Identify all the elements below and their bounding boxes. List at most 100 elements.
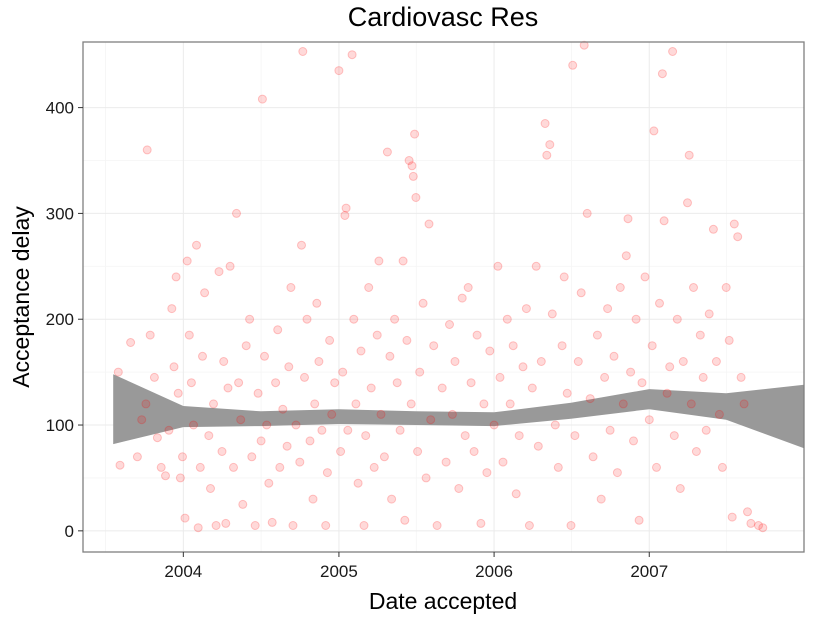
data-point [733,232,743,242]
data-point [450,357,460,366]
data-point [407,161,417,171]
data-point [662,388,672,398]
data-point [655,298,664,308]
data-point [524,521,534,530]
data-point [413,447,423,456]
data-point [498,457,508,467]
data-point [531,261,541,271]
data-point [209,399,218,409]
grid-layer [83,42,804,552]
data-point [193,523,203,533]
x-tick-label: 2005 [320,562,358,581]
data-point [161,471,170,481]
data-point [349,314,359,324]
data-point [678,357,688,366]
data-point [390,314,400,324]
data-point [234,378,244,388]
data-point [634,515,644,525]
data-point [353,478,363,488]
data-point [479,399,489,409]
data-point [361,431,371,441]
data-point [284,362,294,372]
data-point [545,140,555,150]
data-point [621,251,631,261]
chart-title: Cardiovasc Res [348,2,539,32]
data-point [184,330,194,340]
data-point [314,357,324,366]
data-point [482,468,492,478]
data-point [271,378,281,388]
data-point [508,341,518,351]
data-point [223,383,233,393]
data-point [278,404,288,414]
data-point [343,425,353,435]
data-point [421,473,431,483]
data-point [418,298,428,308]
data-point [585,394,595,404]
data-point [600,372,610,382]
data-point [341,203,351,213]
data-point [321,521,331,530]
data-point [457,293,467,303]
data-point [612,468,622,478]
data-point [542,150,552,160]
data-point [411,193,421,202]
data-point [330,378,340,388]
data-point [302,314,312,324]
data-point [164,425,174,435]
data-point [724,335,734,345]
data-point [295,457,305,467]
data-point [489,420,499,430]
data-point [169,362,179,372]
data-point [596,494,606,504]
data-point [175,473,185,483]
data-point [402,335,412,345]
data-point [214,267,224,277]
data-point [463,283,473,292]
data-point [229,462,238,472]
data-point [623,214,633,224]
data-point [570,431,580,441]
data-point [424,219,434,229]
data-point [382,147,392,157]
data-point [376,409,386,419]
data-point [432,521,442,530]
data-point [649,126,659,136]
data-point [253,388,263,398]
data-point [322,468,332,478]
data-point [149,372,159,382]
panel-border [82,41,805,553]
data-point [665,362,675,372]
data-point [132,452,142,462]
data-point [447,409,457,419]
data-point [562,388,572,398]
data-point [758,523,768,533]
data-point [300,372,309,382]
data-point [245,314,255,324]
y-axis: 0 100 200 300 400 [46,99,83,541]
data-point [286,283,296,292]
data-point [137,415,147,425]
smooth-band-layer [113,374,804,449]
data-point [746,518,756,528]
data-point [701,425,711,435]
data-point [469,447,479,456]
data-point [288,521,298,530]
data-point [576,288,586,298]
data-point [291,420,301,430]
data-point [113,367,123,377]
data-point [514,431,524,441]
data-point [256,436,266,446]
data-point [198,351,207,361]
data-point [297,240,306,250]
data-point [669,431,679,441]
data-point [406,399,416,409]
data-point [171,272,181,282]
data-point [392,378,402,388]
data-point [327,409,337,419]
data-point [178,452,187,462]
data-point [408,171,418,181]
data-point [502,314,512,324]
data-point [466,378,476,388]
data-point [325,335,335,345]
